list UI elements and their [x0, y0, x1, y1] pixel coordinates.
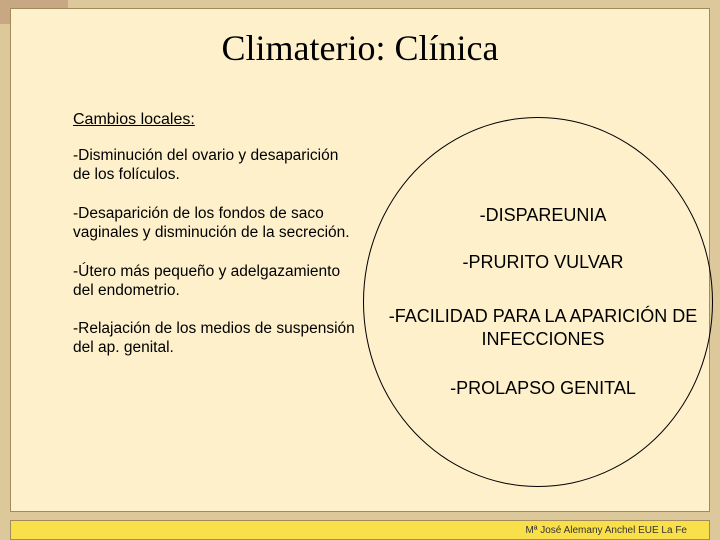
- left-item-4: -Relajación de los medios de suspensión …: [73, 320, 355, 358]
- subtitle: Cambios locales:: [73, 111, 195, 129]
- symptom-2: -PRURITO VULVAR: [363, 252, 720, 273]
- symptom-4: -PROLAPSO GENITAL: [363, 378, 720, 399]
- slide-title: Climaterio: Clínica: [11, 27, 709, 69]
- left-item-1: -Disminución del ovario y desaparición d…: [73, 147, 355, 185]
- right-column: -DISPAREUNIA -PRURITO VULVAR -FACILIDAD …: [363, 169, 720, 399]
- footer-bar: Mª José Alemany Anchel EUE La Fe: [10, 520, 710, 540]
- symptom-1: -DISPAREUNIA: [363, 205, 720, 226]
- left-item-3: -Útero más pequeño y adelgazamiento del …: [73, 263, 355, 301]
- left-item-2: -Desaparición de los fondos de saco vagi…: [73, 205, 355, 243]
- left-column: -Disminución del ovario y desaparición d…: [73, 147, 355, 378]
- footer-text: Mª José Alemany Anchel EUE La Fe: [525, 525, 687, 536]
- symptom-3: -FACILIDAD PARA LA APARICIÓN DE INFECCIO…: [363, 305, 720, 350]
- slide-frame: Climaterio: Clínica Cambios locales: -Di…: [10, 8, 710, 512]
